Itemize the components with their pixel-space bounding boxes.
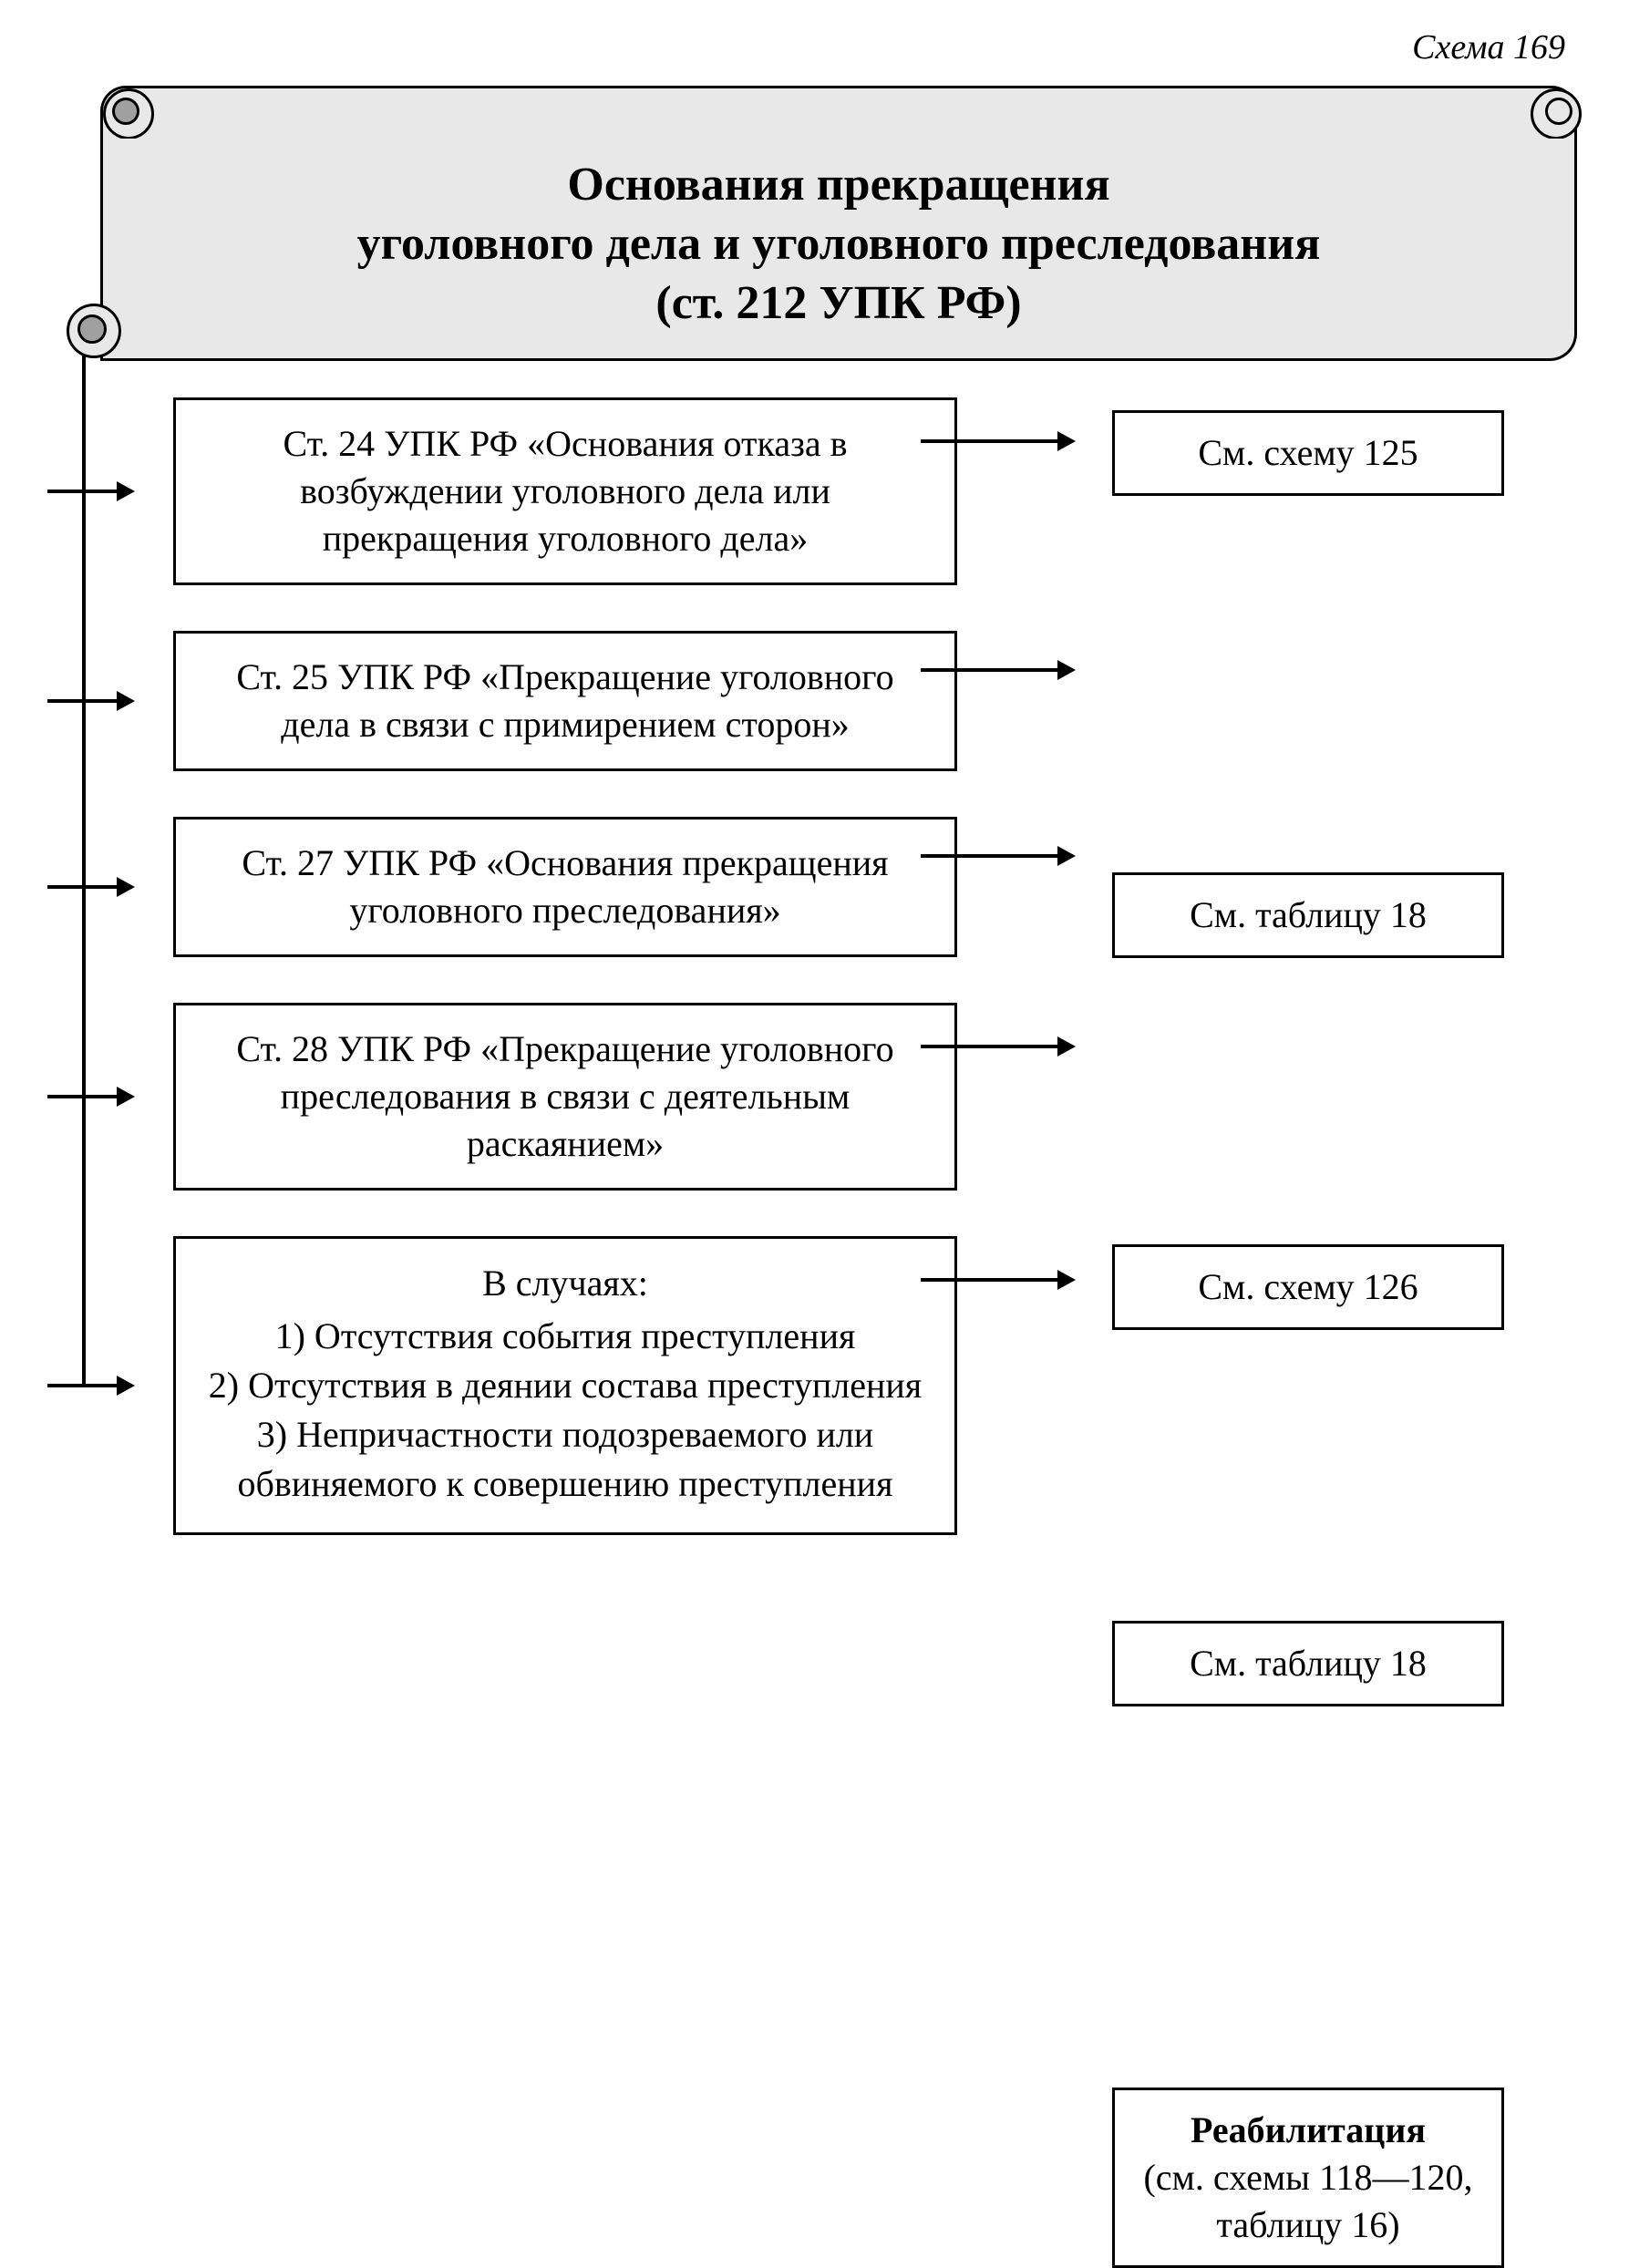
ref-box-1: См. схему 125: [1112, 410, 1504, 496]
scroll-curl-bottom-left: [67, 304, 130, 367]
arrowhead-icon: [117, 1376, 135, 1396]
scroll-curl-top-right: [1518, 88, 1582, 141]
ref-box-4: См. таблицу 18: [1112, 1621, 1504, 1706]
scroll-curl-top-left: [103, 88, 167, 141]
arrowhead-icon: [117, 481, 135, 501]
main-box-1: Ст. 24 УПК РФ «Основания отказа в возбуж…: [173, 397, 957, 585]
ref-5-rest: (см. схемы 118—120, таблицу 16): [1137, 2154, 1480, 2249]
ref-5-bold: Реабилитация: [1137, 2107, 1480, 2154]
branch-line: [47, 1095, 119, 1098]
row-1: Ст. 24 УПК РФ «Основания отказа в возбуж…: [82, 397, 1577, 585]
scheme-caption: Схема 169: [46, 27, 1565, 67]
cases-box: В случаях: 1) Отсутствия события преступ…: [173, 1236, 957, 1535]
main-box-3: Ст. 27 УПК РФ «Основания прекращения уго…: [173, 817, 957, 957]
arrowhead-icon: [1057, 1270, 1076, 1290]
mid-arrow-line: [921, 854, 1057, 858]
arrowhead-icon: [1057, 660, 1076, 680]
main-box-4: Ст. 28 УПК РФ «Прекращение уголовного пр…: [173, 1003, 957, 1191]
mid-arrow-line: [921, 1045, 1057, 1048]
branch-line: [47, 1384, 119, 1387]
scroll-banner: Основания прекращения уголовного дела и …: [100, 86, 1577, 361]
mid-arrow-line: [921, 439, 1057, 443]
case-item-3: 3) Непричастности подозреваемого или обв…: [207, 1410, 923, 1509]
scroll-title: Основания прекращения уголовного дела и …: [139, 155, 1538, 333]
flow-area: Ст. 24 УПК РФ «Основания отказа в возбуж…: [46, 397, 1577, 1535]
row-4: Ст. 28 УПК РФ «Прекращение уголовного пр…: [82, 1003, 1577, 1191]
arrowhead-icon: [117, 877, 135, 897]
title-line-3: (ст. 212 УПК РФ): [139, 273, 1538, 333]
main-box-2: Ст. 25 УПК РФ «Прекращение уголовного де…: [173, 631, 957, 771]
arrowhead-icon: [1057, 846, 1076, 866]
row-5: В случаях: 1) Отсутствия события преступ…: [82, 1236, 1577, 1535]
branch-line: [47, 885, 119, 889]
arrowhead-icon: [1057, 431, 1076, 451]
row-3: Ст. 27 УПК РФ «Основания прекращения уго…: [82, 817, 1577, 957]
title-line-1: Основания прекращения: [139, 155, 1538, 214]
case-item-2: 2) Отсутствия в деянии состава преступле…: [207, 1361, 923, 1410]
diagram: Основания прекращения уголовного дела и …: [46, 86, 1577, 1535]
row-2: Ст. 25 УПК РФ «Прекращение уголовного де…: [82, 631, 1577, 771]
mid-arrow-line: [921, 668, 1057, 672]
case-item-1: 1) Отсутствия события преступления: [207, 1312, 923, 1361]
arrowhead-icon: [1057, 1036, 1076, 1057]
title-line-2: уголовного дела и уголовного преследован…: [139, 214, 1538, 273]
mid-arrow-line: [921, 1278, 1057, 1282]
ref-box-5: Реабилитация (см. схемы 118—120, таблицу…: [1112, 2088, 1504, 2268]
arrowhead-icon: [117, 1087, 135, 1107]
arrowhead-icon: [117, 691, 135, 711]
cases-header: В случаях:: [207, 1259, 923, 1308]
branch-line: [47, 699, 119, 703]
branch-line: [47, 490, 119, 493]
